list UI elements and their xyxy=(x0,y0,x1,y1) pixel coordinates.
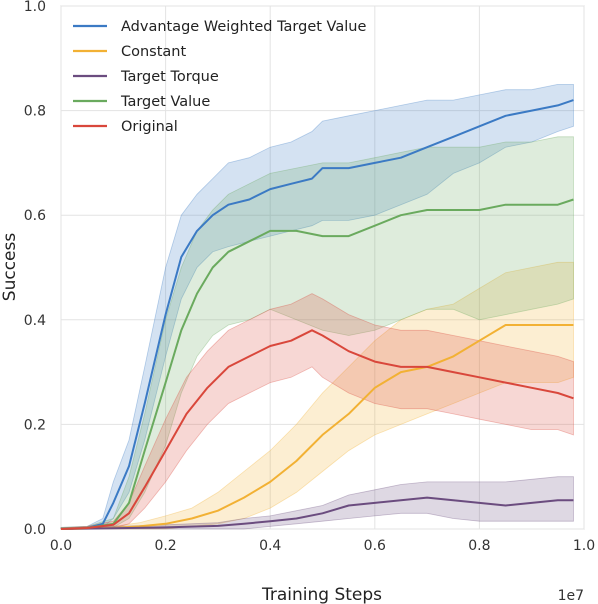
legend-label-1: Constant xyxy=(121,44,187,60)
series-band-3 xyxy=(60,136,574,530)
x-axis-label: Training Steps xyxy=(261,585,382,604)
series-line-3 xyxy=(60,198,574,530)
tick-labels: 0.0 0.2 0.4 0.6 0.8 1.0 0.0 0.2 0.4 0.6 0.8 1.0 xyxy=(24,0,595,554)
legend-label-3: Target Value xyxy=(120,94,210,110)
y-tick-label: 0.0 xyxy=(24,522,46,538)
series-band-4 xyxy=(60,293,574,530)
x-axis-offset-label: 1e7 xyxy=(558,588,584,604)
y-tick-label: 0.8 xyxy=(24,104,46,120)
y-axis-label: Success xyxy=(0,233,20,302)
y-tick-label: 0.2 xyxy=(24,417,46,433)
y-tick-label: 0.4 xyxy=(24,313,46,329)
legend: Advantage Weighted Target Value Constant T… xyxy=(73,19,366,135)
x-tick-label: 0.2 xyxy=(154,538,176,554)
x-tick-label: 1.0 xyxy=(573,538,595,554)
x-tick-label: 0.4 xyxy=(259,538,281,554)
series-line-1 xyxy=(60,324,574,530)
series-lines xyxy=(60,99,574,530)
series-line-4 xyxy=(60,329,574,530)
x-tick-label: 0.8 xyxy=(468,538,490,554)
series-band-2 xyxy=(60,476,574,530)
x-tick-label: 0.0 xyxy=(50,538,72,554)
series-line-0 xyxy=(60,99,574,530)
legend-label-2: Target Torque xyxy=(120,69,219,85)
series-band-1 xyxy=(60,261,574,530)
legend-label-0: Advantage Weighted Target Value xyxy=(121,19,366,35)
grid-layer xyxy=(60,5,585,530)
series-line-2 xyxy=(60,496,574,530)
y-tick-label: 1.0 xyxy=(24,0,46,15)
y-tick-label: 0.6 xyxy=(24,208,46,224)
legend-label-4: Original xyxy=(121,119,178,135)
x-tick-label: 0.6 xyxy=(364,538,386,554)
